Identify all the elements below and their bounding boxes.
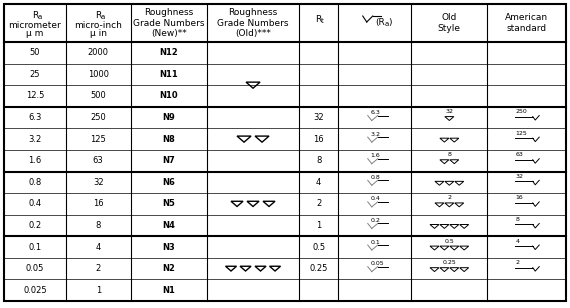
Text: 2: 2 bbox=[96, 264, 101, 273]
Text: 4: 4 bbox=[316, 178, 321, 187]
Text: t: t bbox=[321, 18, 324, 24]
Text: a: a bbox=[385, 21, 389, 27]
Text: N3: N3 bbox=[162, 242, 175, 252]
Text: 16: 16 bbox=[93, 199, 104, 209]
Text: 250: 250 bbox=[516, 109, 527, 114]
Text: 4: 4 bbox=[516, 238, 520, 244]
Text: μ in: μ in bbox=[89, 29, 107, 38]
Text: 0.2: 0.2 bbox=[28, 221, 42, 230]
Text: N5: N5 bbox=[162, 199, 176, 209]
Text: a: a bbox=[100, 14, 105, 19]
Text: Roughness
Grade Numbers
(New)**: Roughness Grade Numbers (New)** bbox=[133, 8, 205, 38]
Text: 500: 500 bbox=[91, 91, 106, 100]
Text: N11: N11 bbox=[160, 70, 178, 79]
Text: 63: 63 bbox=[93, 156, 104, 165]
Text: 3.2: 3.2 bbox=[370, 132, 381, 137]
Text: 8: 8 bbox=[516, 217, 520, 222]
Text: Old
Style: Old Style bbox=[438, 13, 461, 33]
Text: 125: 125 bbox=[91, 135, 106, 144]
Text: 125: 125 bbox=[516, 131, 527, 136]
Text: N8: N8 bbox=[162, 135, 175, 144]
Text: 0.8: 0.8 bbox=[370, 175, 381, 180]
Text: 250: 250 bbox=[91, 113, 106, 122]
Text: micrometer: micrometer bbox=[9, 21, 61, 30]
Text: 0.05: 0.05 bbox=[26, 264, 44, 273]
Text: 2000: 2000 bbox=[88, 48, 109, 57]
Text: 0.025: 0.025 bbox=[23, 286, 47, 295]
Text: N9: N9 bbox=[162, 113, 175, 122]
Text: 25: 25 bbox=[30, 70, 40, 79]
Text: (R: (R bbox=[375, 18, 385, 26]
Text: American
standard: American standard bbox=[505, 13, 548, 33]
Text: R: R bbox=[316, 14, 322, 23]
Text: N10: N10 bbox=[160, 91, 178, 100]
Text: N6: N6 bbox=[162, 178, 176, 187]
Text: N7: N7 bbox=[162, 156, 175, 165]
Text: N2: N2 bbox=[162, 264, 176, 273]
Text: 0.1: 0.1 bbox=[370, 240, 381, 245]
Text: 1.6: 1.6 bbox=[28, 156, 42, 165]
Text: micro-inch: micro-inch bbox=[74, 21, 122, 30]
Text: 1.6: 1.6 bbox=[370, 153, 381, 158]
Text: 6.3: 6.3 bbox=[28, 113, 42, 122]
Text: 8: 8 bbox=[316, 156, 321, 165]
Text: 2: 2 bbox=[447, 195, 451, 201]
Text: 0.2: 0.2 bbox=[370, 218, 381, 223]
Text: 8: 8 bbox=[447, 152, 451, 157]
Text: 16: 16 bbox=[516, 195, 523, 201]
Text: 1: 1 bbox=[316, 221, 321, 230]
Text: N4: N4 bbox=[162, 221, 176, 230]
Text: 0.4: 0.4 bbox=[28, 199, 42, 209]
Text: μ m: μ m bbox=[26, 29, 43, 38]
Text: 0.5: 0.5 bbox=[312, 242, 325, 252]
Text: 32: 32 bbox=[445, 109, 453, 114]
Text: 4: 4 bbox=[96, 242, 101, 252]
Text: 50: 50 bbox=[30, 48, 40, 57]
Text: 32: 32 bbox=[314, 113, 324, 122]
Text: N12: N12 bbox=[160, 48, 178, 57]
Text: ): ) bbox=[388, 18, 392, 26]
Text: 32: 32 bbox=[93, 178, 104, 187]
Text: 0.8: 0.8 bbox=[28, 178, 42, 187]
Text: 1: 1 bbox=[96, 286, 101, 295]
Text: 0.25: 0.25 bbox=[310, 264, 328, 273]
Text: 32: 32 bbox=[516, 174, 524, 179]
Text: 0.25: 0.25 bbox=[442, 260, 456, 265]
Text: R: R bbox=[32, 10, 38, 19]
Text: Roughness
Grade Numbers
(Old)***: Roughness Grade Numbers (Old)*** bbox=[217, 8, 289, 38]
Text: 12.5: 12.5 bbox=[26, 91, 44, 100]
Text: 1000: 1000 bbox=[88, 70, 109, 79]
Text: 0.05: 0.05 bbox=[370, 261, 384, 266]
Text: 0.4: 0.4 bbox=[370, 197, 381, 201]
Text: N1: N1 bbox=[162, 286, 176, 295]
Text: 6.3: 6.3 bbox=[370, 110, 381, 115]
Text: 0.5: 0.5 bbox=[445, 238, 454, 244]
Text: 2: 2 bbox=[516, 260, 520, 265]
Text: 3.2: 3.2 bbox=[28, 135, 42, 144]
Text: a: a bbox=[37, 14, 42, 19]
Text: 16: 16 bbox=[314, 135, 324, 144]
Text: 0.1: 0.1 bbox=[28, 242, 42, 252]
Text: 63: 63 bbox=[516, 152, 524, 157]
Text: 8: 8 bbox=[96, 221, 101, 230]
Text: 2: 2 bbox=[316, 199, 321, 209]
Text: R: R bbox=[95, 10, 101, 19]
